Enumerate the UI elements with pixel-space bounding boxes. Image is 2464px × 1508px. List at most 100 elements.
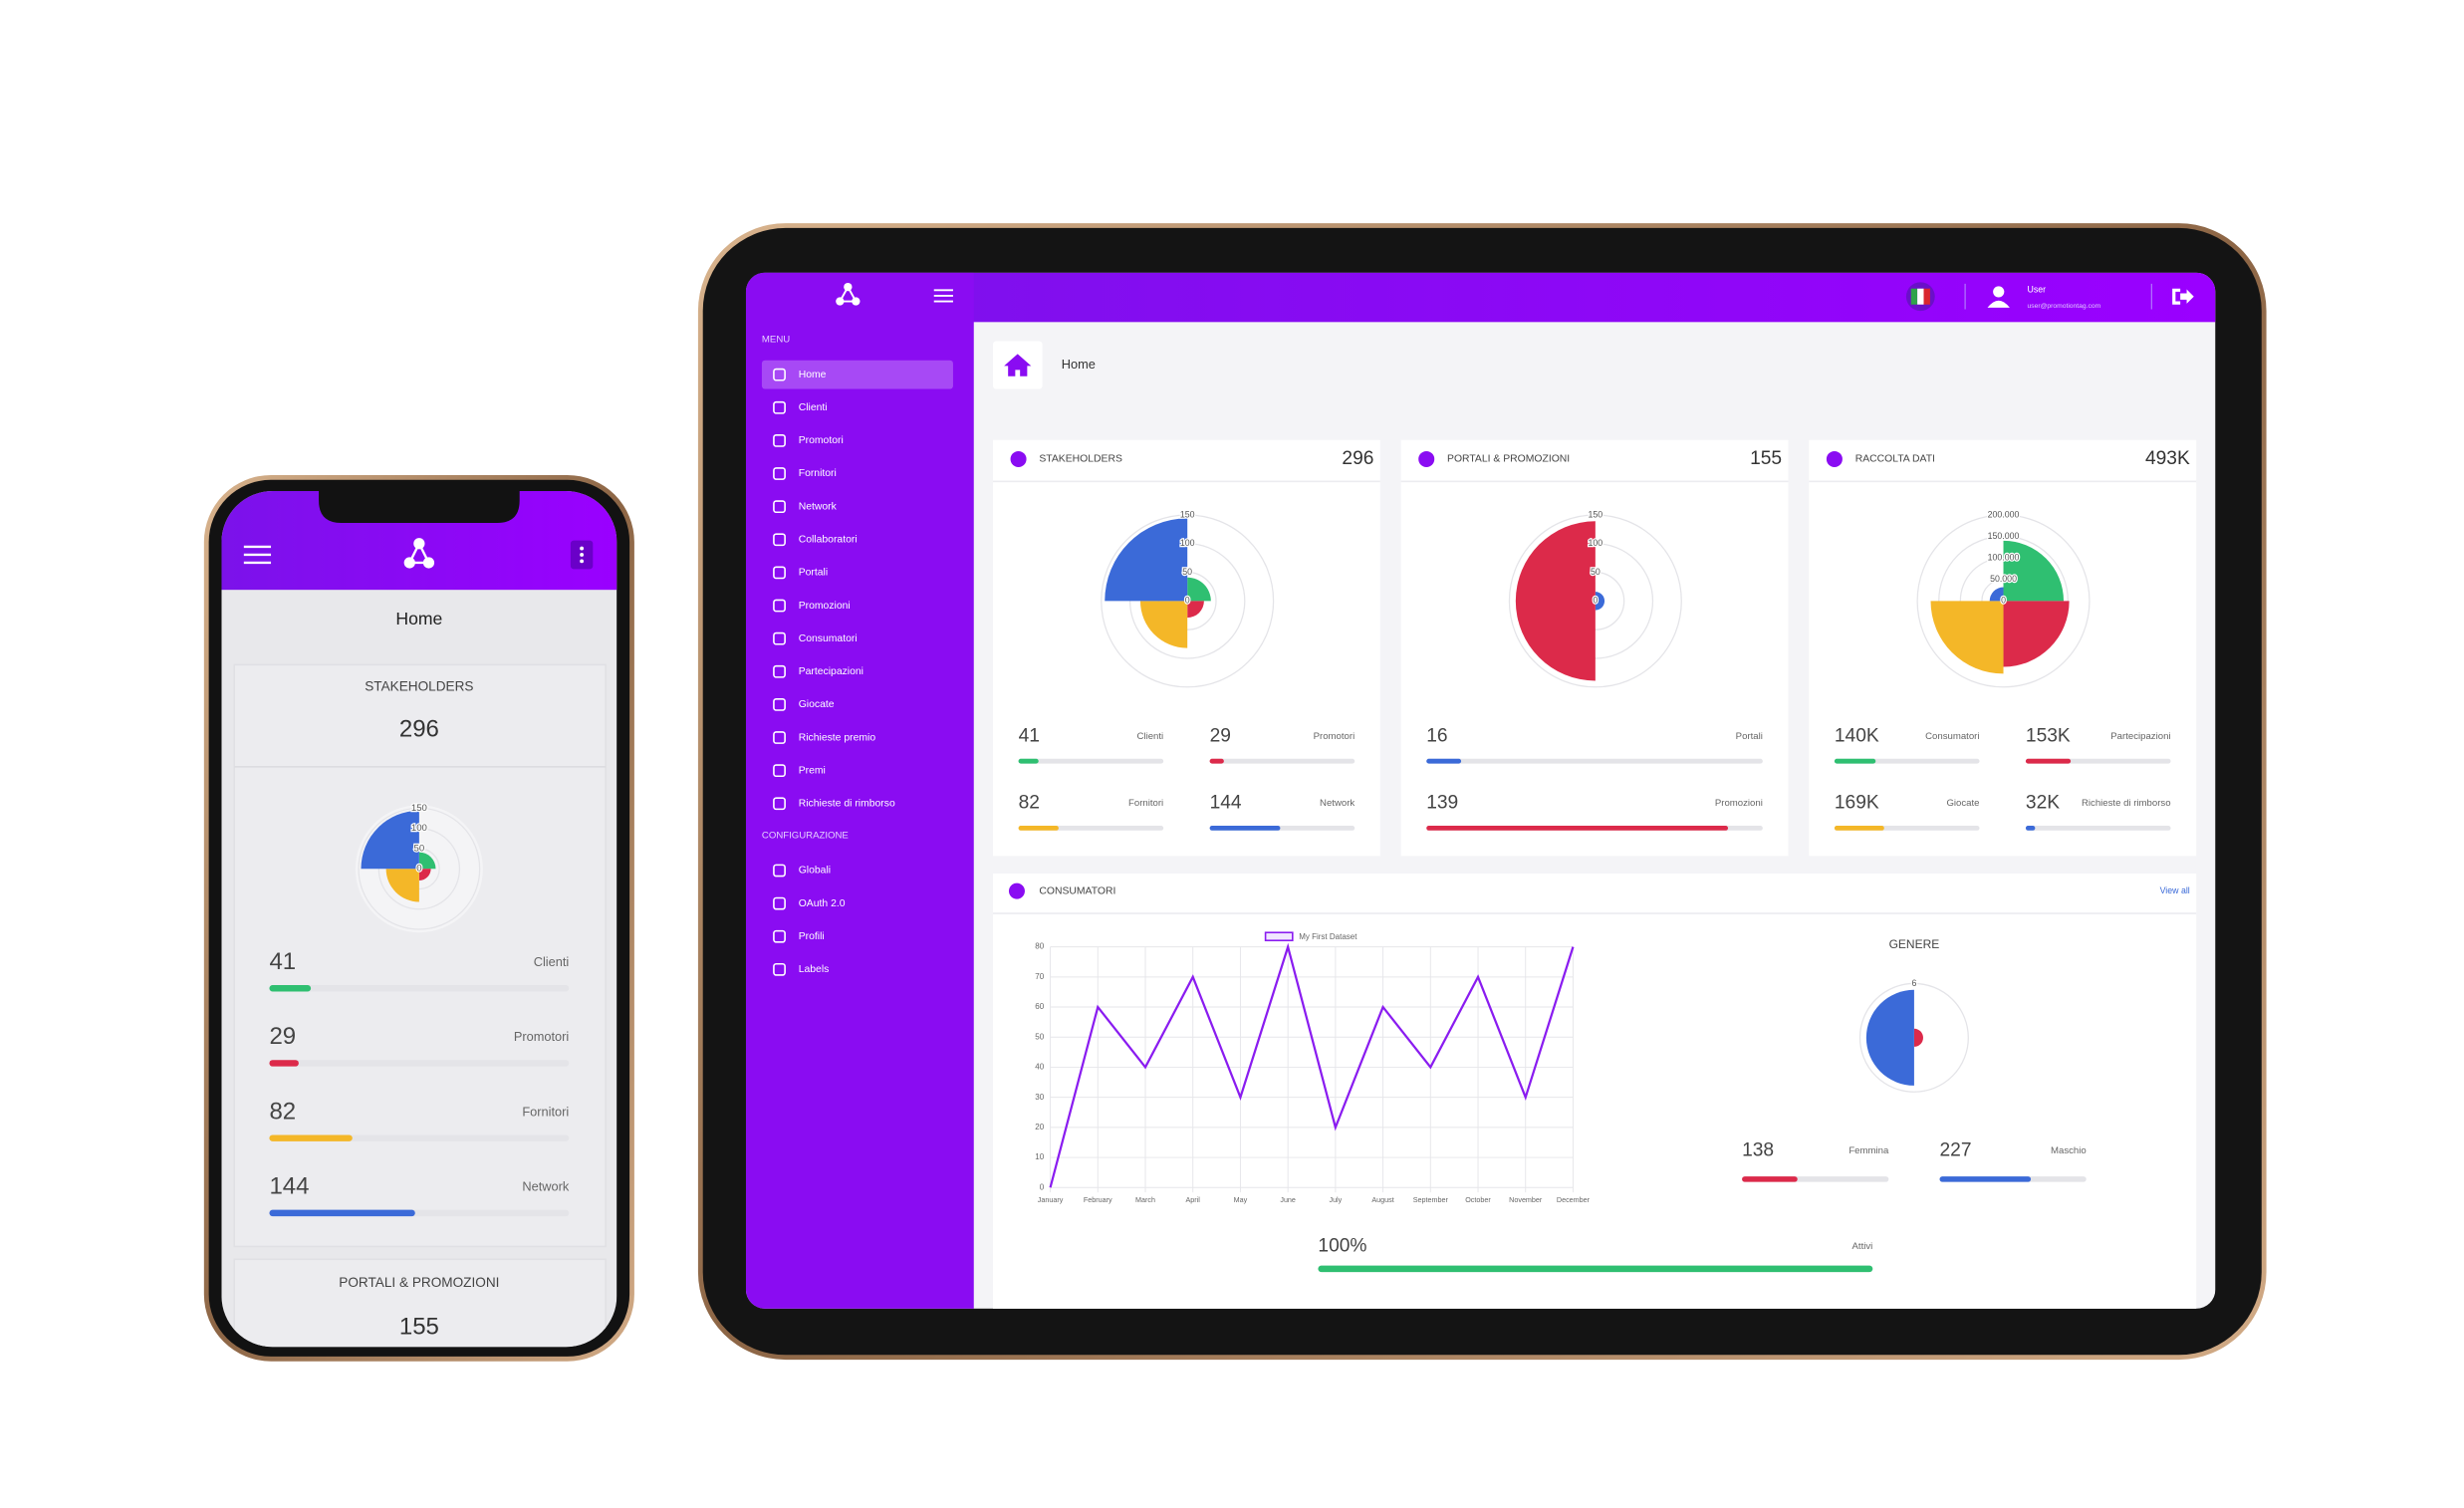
card-title: RACCOLTA DATI <box>1855 454 1935 465</box>
polar-wedge <box>1105 518 1188 602</box>
menu-item[interactable]: Globali <box>799 866 831 877</box>
polar-tick-label: 0 <box>2001 596 2006 606</box>
phone-menu-toggle[interactable] <box>243 545 272 565</box>
progress-bar <box>269 985 312 992</box>
progress-bar <box>1018 758 1039 764</box>
menu-item[interactable]: Promotori <box>799 435 844 446</box>
menu-item[interactable]: Richieste premio <box>799 732 876 743</box>
logout-button[interactable] <box>2172 288 2194 305</box>
menu-icon <box>773 467 786 480</box>
stat-label: Promotori <box>1314 731 1355 742</box>
card-total: 155 <box>1750 448 1782 469</box>
polar-wedge <box>1187 577 1211 602</box>
breadcrumb: Home <box>1062 357 1096 372</box>
stat-value: 138 <box>1742 1140 1774 1161</box>
polar-wedge <box>418 869 431 880</box>
stat-label: Clienti <box>1137 731 1164 742</box>
menu-icon <box>773 500 786 514</box>
stat-value: 29 <box>1210 725 1231 746</box>
menu-item[interactable]: Promozioni <box>799 601 851 612</box>
polar-tick-label: 100 <box>1180 538 1195 548</box>
menu-icon <box>773 599 786 613</box>
menu-icon <box>773 896 786 910</box>
home-icon <box>1004 354 1032 377</box>
polar-tick-label: 50 <box>1591 567 1601 577</box>
x-tick-label: August <box>1371 1195 1393 1204</box>
y-tick-label: 60 <box>1035 1002 1044 1011</box>
card-icon <box>1008 882 1025 899</box>
polar-tick-label: 50 <box>414 843 425 854</box>
menu-icon <box>773 400 786 414</box>
menu-icon <box>773 697 786 711</box>
card-title: CONSUMATORI <box>1039 885 1115 896</box>
x-tick-label: March <box>1135 1195 1155 1204</box>
view-all-link[interactable]: View all <box>2160 885 2190 895</box>
menu-item[interactable]: Network <box>799 501 838 512</box>
language-flag[interactable] <box>1905 282 1935 312</box>
polar-wedge <box>1930 601 2004 674</box>
genere-title: GENERE <box>1889 937 1940 951</box>
phone-options[interactable] <box>570 540 594 570</box>
progress-bar <box>1834 826 1884 831</box>
menu-item[interactable]: Giocate <box>799 699 835 710</box>
menu-heading: MENU <box>762 334 790 345</box>
stat-value: 29 <box>269 1023 296 1050</box>
stat-value: 82 <box>1019 793 1040 814</box>
menu-item[interactable]: Portali <box>799 568 828 579</box>
menu-item[interactable]: Home <box>799 370 827 380</box>
menu-icon <box>773 433 786 447</box>
menu-item[interactable]: Clienti <box>799 402 828 413</box>
stat-value: 16 <box>1426 725 1447 746</box>
stat-label: Richieste di rimborso <box>2082 798 2171 809</box>
user-email: user@promotiontag.com <box>2028 303 2101 310</box>
menu-item[interactable]: Richieste di rimborso <box>799 799 895 810</box>
stat-cards: STAKEHOLDERS 296 0 50 100 150 41 Clienti 29 Promo… <box>992 439 2197 857</box>
stat-label: Clienti <box>534 954 570 969</box>
polar-tick-label: 200.000 <box>1988 509 2020 519</box>
polar-wedge <box>1913 1028 1923 1047</box>
progress-bar <box>1939 1176 2032 1182</box>
menu-item[interactable]: Collaboratori <box>799 535 858 546</box>
menu-item[interactable]: Premi <box>799 765 826 776</box>
progress-bar <box>1426 758 1462 764</box>
menu-item[interactable]: Profili <box>799 931 825 942</box>
polar-ring <box>1916 514 2091 688</box>
polar-wedge <box>1139 601 1188 648</box>
x-tick-label: April <box>1186 1195 1201 1204</box>
polar-wedge <box>361 810 419 870</box>
y-tick-label: 30 <box>1035 1093 1044 1102</box>
card-icon <box>1826 450 1843 467</box>
menu-item[interactable]: Consumatori <box>799 633 858 644</box>
consumatori-card <box>992 874 2197 1309</box>
stat-value: 41 <box>1019 725 1040 746</box>
polar-wedge <box>1865 989 1914 1086</box>
menu-toggle[interactable] <box>933 289 953 303</box>
progress-bar <box>269 1060 299 1067</box>
card-title: PORTALI & PROMOZIONI <box>1447 454 1570 465</box>
attivi-label: Attivi <box>1852 1241 1873 1252</box>
data-line <box>1049 942 1575 1188</box>
stat-label: Femmina <box>1848 1145 1889 1156</box>
menu-item[interactable]: Labels <box>799 964 830 975</box>
progress-bar <box>1834 758 1876 764</box>
polar-tick-label: 150 <box>411 803 427 814</box>
stat-value: 32K <box>2026 793 2060 814</box>
menu-icon <box>773 864 786 878</box>
progress-bar <box>269 1209 415 1217</box>
phone-card <box>233 663 607 1248</box>
polar-wedge <box>1187 601 1204 619</box>
menu-item[interactable]: OAuth 2.0 <box>799 898 846 909</box>
progress-bar <box>1018 826 1059 831</box>
progress-track <box>1426 758 1763 764</box>
progress-bar <box>1426 826 1729 831</box>
menu-item[interactable]: Fornitori <box>799 468 837 479</box>
card-icon <box>1010 450 1027 467</box>
polar-wedge <box>1595 592 1605 611</box>
progress-track <box>2025 826 2171 831</box>
stat-label: Fornitori <box>1128 798 1163 809</box>
sidebar-menu: MENU Home Clienti Promotori Fornitori Network… <box>761 334 953 976</box>
menu-item[interactable]: Partecipazioni <box>799 666 863 677</box>
menu-icon <box>773 533 786 547</box>
y-tick-label: 40 <box>1035 1063 1044 1072</box>
